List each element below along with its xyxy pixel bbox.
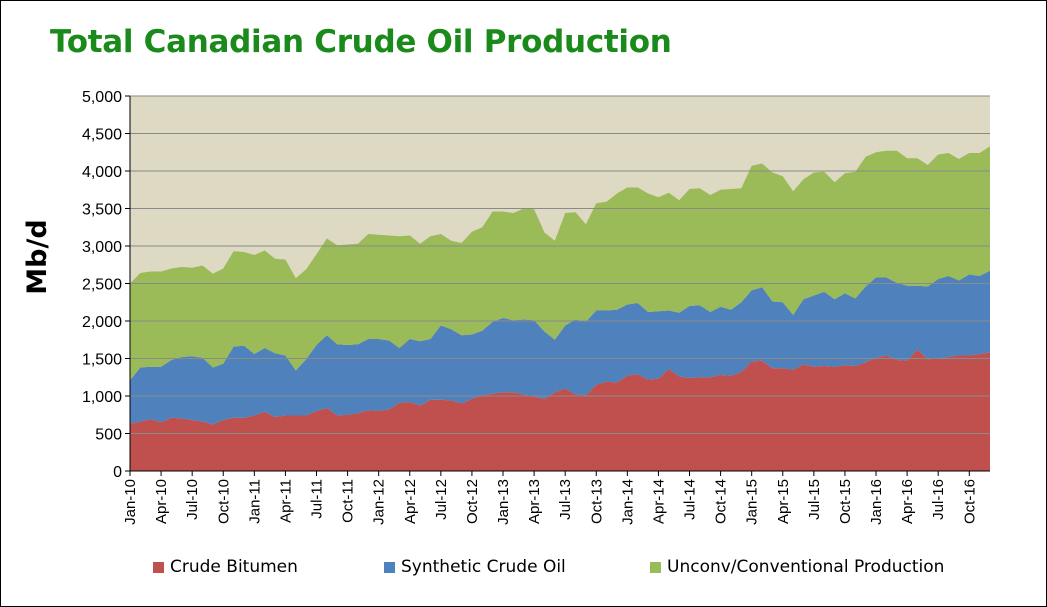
x-tick-label: Jul-10 [184, 479, 201, 520]
legend-label-bitumen: Crude Bitumen [170, 557, 298, 577]
series-area-1 [130, 270, 990, 425]
x-tick-label: Jan-13 [495, 479, 512, 525]
x-tick-label: Apr-13 [526, 479, 543, 524]
x-tick-label: Jan-15 [744, 479, 761, 525]
x-tick-label: Jan-10 [122, 479, 139, 525]
x-tick-label: Oct-14 [713, 479, 730, 524]
x-tick-label: Apr-11 [277, 479, 294, 523]
series-areas [130, 146, 990, 471]
x-tick-label: Jul-16 [930, 479, 947, 520]
x-tick-label: Jul-13 [557, 479, 574, 520]
x-tick-label: Oct-11 [340, 479, 357, 523]
y-tick-label: 4,000 [82, 164, 122, 181]
y-tick-label: 4,500 [82, 127, 122, 144]
x-tick-label: Jan-16 [868, 479, 885, 525]
x-tick-label: Apr-16 [899, 479, 916, 524]
x-tick-label: Oct-16 [961, 479, 978, 524]
y-tick-label: 1,000 [82, 389, 122, 406]
x-tick-label: Oct-12 [464, 479, 481, 524]
chart-title: Total Canadian Crude Oil Production [50, 24, 672, 60]
x-tick-label: Oct-15 [837, 479, 854, 524]
x-tick-label: Jan-12 [371, 479, 388, 525]
legend-item-conventional: Unconv/Conventional Production [650, 557, 944, 577]
x-tick-label: Oct-10 [215, 479, 232, 524]
x-tick-label: Apr-15 [775, 479, 792, 524]
x-tick-label: Apr-10 [153, 479, 170, 524]
legend-swatch-synthetic [384, 561, 395, 573]
y-tick-label: 2,500 [82, 277, 122, 294]
x-tick-label: Jan-14 [619, 479, 636, 525]
y-tick-label: 3,500 [82, 202, 122, 219]
gridlines [130, 95, 990, 434]
series-area-2 [130, 146, 990, 381]
legend-item-bitumen: Crude Bitumen [153, 557, 298, 577]
y-tick-label: 0 [113, 464, 122, 481]
y-tick-label: 1,500 [82, 352, 122, 369]
y-axis-label: Mb/d [22, 219, 53, 294]
x-tick-label: Jul-11 [309, 479, 326, 519]
y-tick-label: 2,000 [82, 314, 122, 331]
legend-swatch-conventional [650, 561, 661, 573]
x-tick-label: Apr-14 [650, 479, 667, 524]
y-tick-label: 3,000 [82, 239, 122, 256]
legend-label-conventional: Unconv/Conventional Production [667, 557, 945, 577]
y-tick-label: 500 [95, 427, 122, 444]
x-axis-ticks: Jan-10 Apr-10 Jul-10 Oct-10 Jan-11 Apr-11 Jul-… [122, 471, 978, 525]
series-area-0 [130, 349, 990, 471]
x-tick-label: Jul-12 [433, 479, 450, 520]
x-tick-label: Oct-13 [588, 479, 605, 524]
legend-item-synthetic: Synthetic Crude Oil [384, 557, 566, 577]
y-axis-ticks: 0 500 1,000 1,500 2,000 2,500 3,000 3,500 4,000 4… [82, 89, 130, 481]
x-tick-label: Jan-11 [246, 479, 263, 524]
legend-label-synthetic: Synthetic Crude Oil [401, 557, 566, 577]
x-tick-label: Jul-14 [682, 479, 699, 520]
legend-swatch-bitumen [153, 561, 164, 573]
x-tick-label: Apr-12 [402, 479, 419, 524]
x-tick-label: Jul-15 [806, 479, 823, 520]
y-tick-label: 5,000 [82, 89, 122, 106]
